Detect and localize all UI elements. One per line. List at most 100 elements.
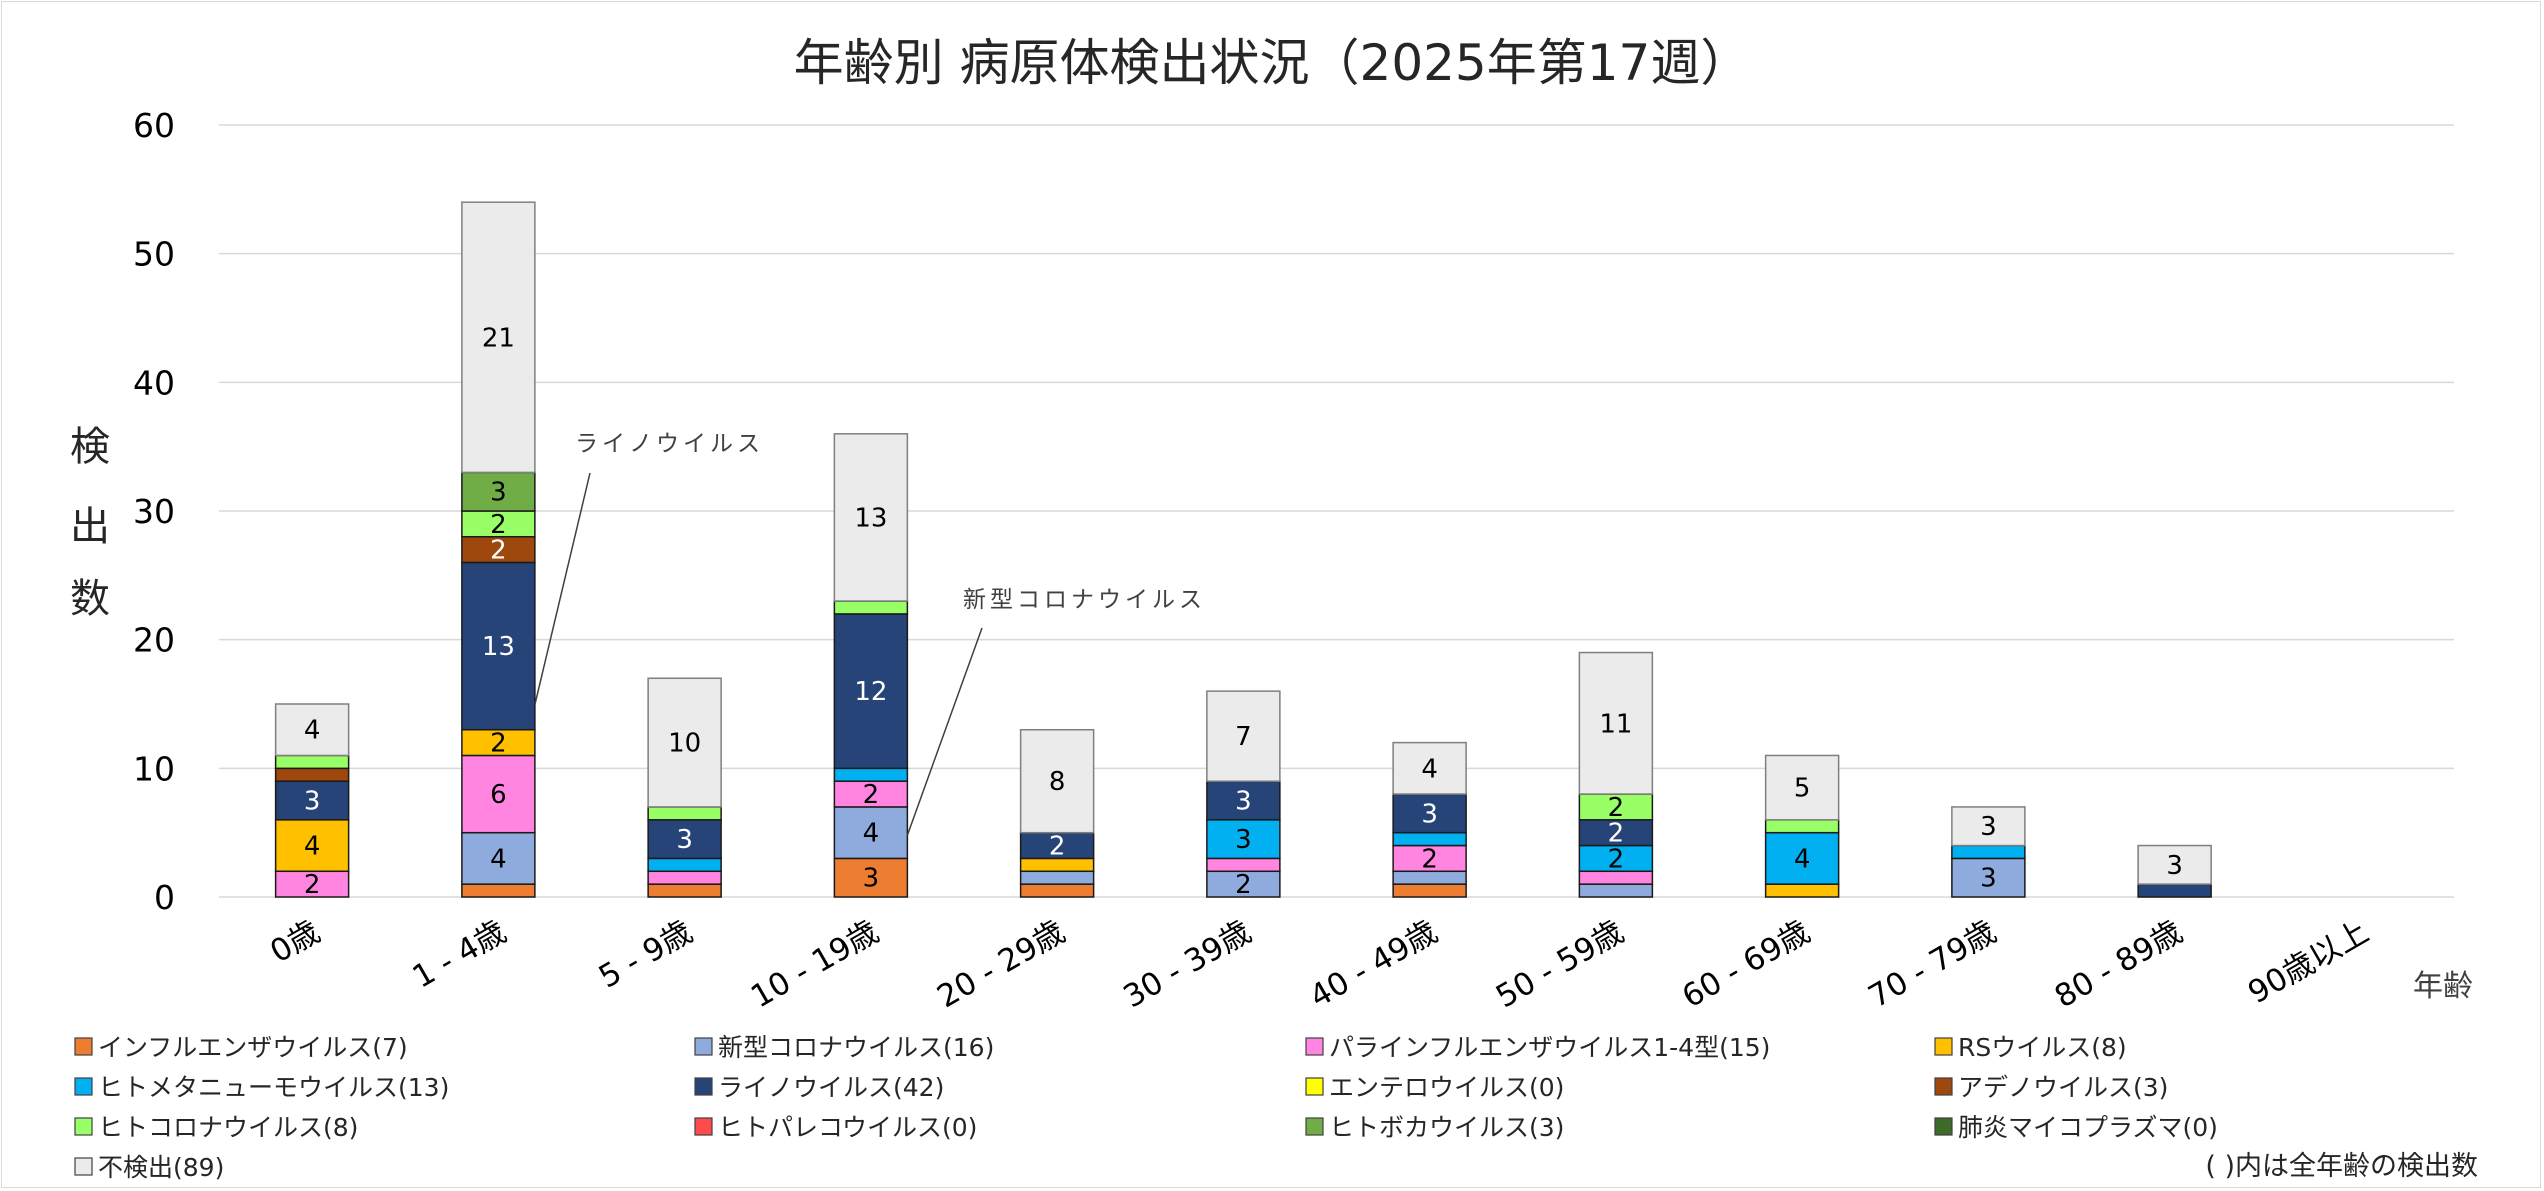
data-label: 3 [490, 478, 507, 508]
y-tick-label: 30 [133, 492, 175, 531]
x-tick-label: 90歳以上 [2242, 914, 2375, 1011]
bar-segment [461, 471, 536, 512]
data-label: 3 [2166, 851, 2183, 881]
data-label: 2 [1421, 844, 1438, 874]
legend-label: 肺炎マイコプラズマ(0) [1958, 1113, 2218, 1142]
bar-segment [1764, 831, 1840, 885]
legend-swatch [1934, 1077, 1953, 1096]
y-axis-title: 検 出 数 [70, 424, 110, 622]
bar-stack [274, 703, 350, 898]
bar-segment [833, 600, 909, 615]
bar-segment [1764, 883, 1840, 898]
data-label: 4 [1794, 844, 1811, 874]
data-label: 8 [1049, 767, 1066, 797]
bar-stack [461, 201, 536, 898]
x-tick-label: 10 - 19歳 [745, 914, 885, 1016]
bar-segment [2137, 844, 2212, 885]
bar-segment [1392, 793, 1467, 834]
legend-item: ヒトボカウイルス(3) [1305, 1113, 1564, 1142]
bar-segment [833, 806, 909, 860]
data-label: 13 [482, 632, 515, 662]
x-tick-label: 30 - 39歳 [1117, 914, 1257, 1016]
data-label: 3 [1235, 787, 1252, 817]
data-label: 10 [668, 729, 701, 759]
data-label: 6 [490, 780, 507, 810]
bar-stack [647, 677, 722, 898]
x-axis-ticks: 0歳 1 - 4歳 5 - 9歳 10 - 19歳 20 - 29歳 30 - 39歳 40… [264, 914, 2375, 1016]
bar-segment [274, 754, 350, 770]
bar-segment [833, 780, 909, 808]
data-label: 13 [854, 503, 887, 533]
y-axis-title-char: 検 [70, 424, 110, 470]
annotation-leader-line [534, 472, 591, 705]
data-label: 21 [482, 323, 515, 353]
bar-segment [1951, 857, 2026, 898]
legend-item: 肺炎マイコプラズマ(0) [1934, 1113, 2218, 1142]
legend-label: ヒトボカウイルス(3) [1329, 1113, 1564, 1142]
legend-item: インフルエンザウイルス(7) [74, 1033, 408, 1062]
bar-segment [1019, 728, 1095, 834]
y-tick-label: 10 [133, 749, 175, 788]
x-tick-label: 80 - 89歳 [2049, 914, 2189, 1016]
data-label: 3 [1980, 812, 1997, 842]
legend-label: ライノウイルス(42) [718, 1073, 944, 1102]
data-label: 2 [490, 536, 507, 566]
legend-swatch [74, 1077, 93, 1096]
bar-segment [833, 857, 909, 898]
bar-segment [274, 870, 350, 898]
legend-item: ヒトコロナウイルス(8) [74, 1113, 358, 1142]
legend-item: エンテロウイルス(0) [1305, 1073, 1564, 1102]
bar-segment [1951, 844, 2026, 860]
data-label: 2 [1235, 870, 1252, 900]
data-label: 3 [304, 787, 321, 817]
bar-segment [647, 677, 722, 808]
bar-stack [1764, 754, 1840, 898]
bar-segment [1578, 651, 1654, 795]
legend-item: ヒトメタニューモウイルス(13) [74, 1073, 449, 1102]
data-label: 2 [1049, 832, 1066, 862]
x-tick-label: 1 - 4歳 [407, 914, 513, 996]
legend-label: パラインフルエンザウイルス1-4型(15) [1329, 1033, 1770, 1062]
data-label: 11 [1599, 709, 1632, 739]
bar-stack [2137, 844, 2212, 898]
legend-label: 新型コロナウイルス(16) [718, 1033, 994, 1062]
data-label: 4 [863, 819, 880, 849]
bar-segment [647, 819, 722, 860]
legend-swatch [74, 1117, 93, 1136]
bar-segment [1578, 819, 1654, 847]
legend-label: ヒトコロナウイルス(8) [98, 1113, 358, 1142]
legend-swatch [1934, 1117, 1953, 1136]
bar-segment [2137, 883, 2212, 898]
bar-stack [833, 433, 909, 898]
bar-segment [274, 767, 350, 782]
legend-label: ヒトパレコウイルス(0) [718, 1113, 977, 1142]
legend-item: パラインフルエンザウイルス1-4型(15) [1305, 1033, 1770, 1062]
x-tick-label: 70 - 79歳 [1862, 914, 2002, 1016]
bar-segment [461, 535, 536, 564]
bars [274, 201, 2212, 898]
bar-segment [1392, 741, 1467, 795]
legend-item: RSウイルス(8) [1934, 1033, 2127, 1062]
bar-stack [1578, 651, 1654, 898]
legend-label: 不検出(89) [98, 1153, 224, 1182]
legend-label: ヒトメタニューモウイルス(13) [98, 1073, 449, 1102]
data-label: 2 [490, 510, 507, 540]
y-tick-label: 0 [154, 878, 175, 917]
legend-item: ライノウイルス(42) [694, 1073, 944, 1102]
y-tick-label: 20 [133, 621, 175, 660]
x-tick-label: 5 - 9歳 [593, 914, 699, 996]
legend-swatch [1305, 1117, 1324, 1136]
legend-swatch [1934, 1037, 1953, 1056]
legend-swatch [74, 1157, 93, 1176]
x-tick-label: 40 - 49歳 [1304, 914, 1444, 1016]
legend-item: 新型コロナウイルス(16) [694, 1033, 994, 1062]
y-axis-title-char: 出 [70, 504, 110, 550]
bar-segment [1019, 831, 1095, 860]
x-axis-title: 年齢 [2413, 969, 2473, 1004]
data-label: 4 [304, 716, 321, 746]
x-tick-label: 20 - 29歳 [931, 914, 1071, 1016]
data-label: 3 [863, 864, 880, 894]
data-label: 12 [854, 677, 887, 707]
bar-segment [647, 870, 722, 885]
